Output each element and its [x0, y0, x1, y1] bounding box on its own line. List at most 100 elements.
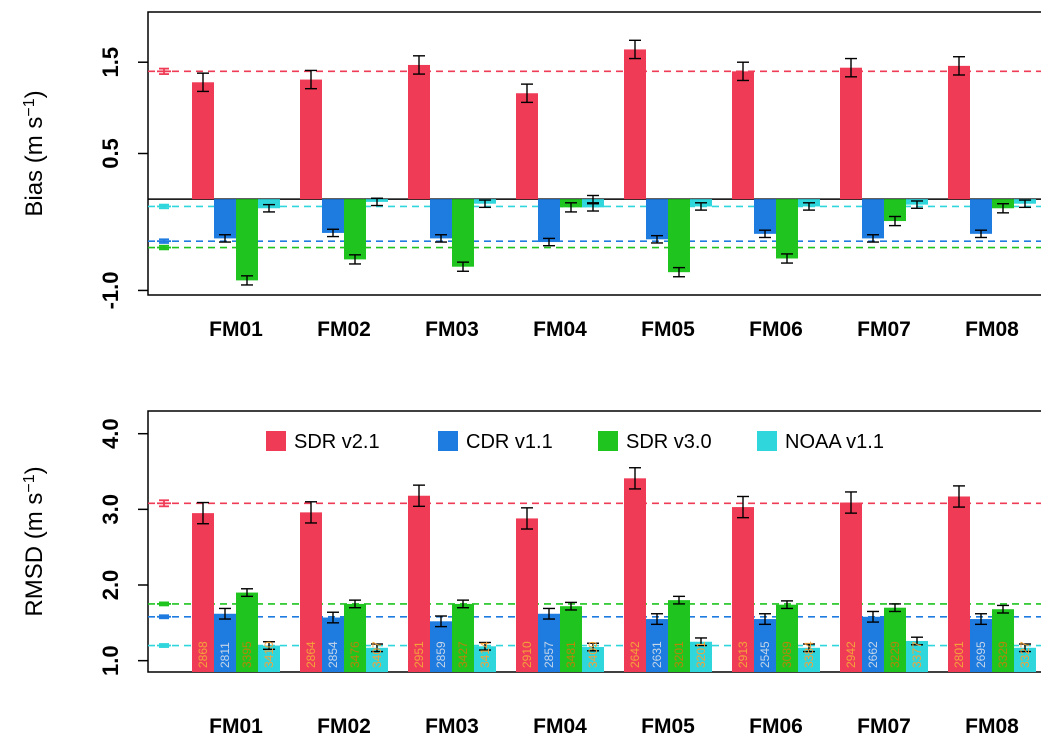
- bar-cdr-v1-1-fm07: [862, 199, 884, 239]
- bar-sdr-v2-1-fm08: [948, 496, 970, 672]
- bar-cdr-v1-1-fm01: [214, 199, 236, 239]
- count-label: 3427: [456, 641, 470, 668]
- bar-sdr-v2-1-fm07: [840, 67, 862, 200]
- category-label-fm06: FM06: [749, 318, 803, 341]
- bar-cdr-v1-1-fm05: [646, 199, 668, 240]
- bar-sdr-v2-1-fm08: [948, 65, 970, 200]
- bar-sdr-v3-0-fm06: [776, 199, 798, 259]
- category-label-fm02: FM02: [317, 715, 371, 738]
- bar-noaa-v1-1-fm01: [258, 199, 280, 209]
- category-label-fm03: FM03: [425, 318, 479, 341]
- count-label: 2545: [758, 641, 772, 668]
- count-label: 3201: [672, 641, 686, 668]
- count-label: 3476: [348, 641, 362, 668]
- legend-swatch-noaa-v1-1: [757, 431, 777, 451]
- bar-sdr-v3-0-fm01: [236, 592, 258, 672]
- count-label: 3409: [586, 641, 600, 668]
- category-label-fm01: FM01: [209, 715, 263, 738]
- y-tick-label: 3.0: [98, 494, 123, 525]
- bar-sdr-v2-1-fm04: [516, 518, 538, 672]
- count-label: 3407: [370, 641, 384, 668]
- bar-cdr-v1-1-fm03: [430, 199, 452, 239]
- count-label: 2857: [542, 641, 556, 668]
- legend-swatch-sdr-v3-0: [598, 431, 618, 451]
- bar-cdr-v1-1-fm05: [646, 619, 668, 672]
- legend-label-cdr-v1-1: CDR v1.1: [466, 431, 553, 453]
- y-axis-title: Bias (m s−1): [21, 90, 49, 216]
- bar-cdr-v1-1-fm04: [538, 613, 560, 672]
- count-label: 2951: [412, 641, 426, 668]
- count-label: 2859: [434, 641, 448, 668]
- bar-noaa-v1-1-fm02: [366, 647, 388, 672]
- count-label: 2695: [974, 641, 988, 668]
- category-label-fm07: FM07: [857, 318, 911, 341]
- bar-cdr-v1-1-fm03: [430, 621, 452, 672]
- bar-cdr-v1-1-fm06: [754, 199, 776, 234]
- count-label: 3229: [888, 641, 902, 668]
- bar-sdr-v3-0-fm07: [884, 607, 906, 672]
- category-label-fm08: FM08: [965, 318, 1019, 341]
- bar-noaa-v1-1-fm01: [258, 645, 280, 672]
- bar-sdr-v3-0-fm05: [668, 199, 690, 273]
- bias-panel: -1.0 0.5 1.5 Bias (m s−1) FM01 FM02 FM03 FM04 FM…: [21, 11, 1041, 341]
- category-label-fm08: FM08: [965, 715, 1019, 738]
- legend-label-noaa-v1-1: NOAA v1.1: [785, 431, 884, 453]
- bar-cdr-v1-1-fm06: [754, 619, 776, 672]
- count-label: 3414: [478, 641, 492, 668]
- count-label: 3384: [802, 641, 816, 668]
- bar-cdr-v1-1-fm08: [970, 619, 992, 672]
- bar-sdr-v2-1-fm02: [300, 79, 322, 200]
- y-tick-label: 0.5: [98, 138, 123, 169]
- count-label: 2864: [304, 641, 318, 668]
- bar-cdr-v1-1-fm01: [214, 613, 236, 672]
- bar-noaa-v1-1-fm03: [474, 646, 496, 672]
- bar-cdr-v1-1-fm04: [538, 199, 560, 243]
- bar-cdr-v1-1-fm02: [322, 199, 344, 233]
- count-label: 3327: [1018, 641, 1032, 668]
- bar-noaa-v1-1-fm08: [1014, 647, 1036, 672]
- bar-sdr-v2-1-fm02: [300, 512, 322, 672]
- bar-sdr-v2-1-fm05: [624, 478, 646, 672]
- count-label: 2868: [196, 641, 210, 668]
- category-label-fm04: FM04: [533, 715, 587, 738]
- category-label-fm06: FM06: [749, 715, 803, 738]
- bar-cdr-v1-1-fm07: [862, 616, 884, 672]
- bar-cdr-v1-1-fm02: [322, 617, 344, 672]
- count-label: 2631: [650, 641, 664, 668]
- count-label: 3201: [694, 641, 708, 668]
- bar-sdr-v3-0-fm07: [884, 199, 906, 222]
- bar-sdr-v3-0-fm01: [236, 199, 258, 281]
- bar-noaa-v1-1-fm07: [906, 640, 928, 672]
- category-label-fm02: FM02: [317, 318, 371, 341]
- category-label-fm07: FM07: [857, 715, 911, 738]
- count-label: 3377: [910, 641, 924, 668]
- legend-swatch-sdr-v2-1: [266, 431, 286, 451]
- y-tick-label: 1.5: [98, 47, 123, 78]
- y-tick-label: -1.0: [98, 271, 123, 309]
- bar-sdr-v3-0-fm03: [452, 199, 474, 267]
- count-label: 2910: [520, 641, 534, 668]
- bar-sdr-v2-1-fm05: [624, 49, 646, 200]
- bar-sdr-v2-1-fm03: [408, 495, 430, 672]
- count-label: 3329: [996, 641, 1010, 668]
- count-label: 3410: [262, 641, 276, 668]
- bar-sdr-v3-0-fm03: [452, 603, 474, 672]
- bar-sdr-v3-0-fm05: [668, 600, 690, 672]
- count-label: 2811: [218, 642, 232, 668]
- bar-sdr-v2-1-fm03: [408, 64, 430, 200]
- bar-noaa-v1-1-fm05: [690, 641, 712, 672]
- y-axis-title: RMSD (m s−1): [21, 466, 49, 616]
- count-label: 3395: [240, 641, 254, 668]
- category-label-fm04: FM04: [533, 318, 587, 341]
- count-label: 2642: [628, 641, 642, 668]
- bar-sdr-v2-1-fm06: [732, 71, 754, 200]
- bar-sdr-v3-0-fm06: [776, 604, 798, 672]
- bar-sdr-v2-1-fm01: [192, 513, 214, 672]
- bar-sdr-v3-0-fm02: [344, 603, 366, 672]
- rmsd-panel: 1.0 2.0 3.0 4.0 RMSD (m s−1) 2868 2811 3395 3410…: [21, 410, 1041, 738]
- legend-label-sdr-v2-1: SDR v2.1: [294, 431, 380, 453]
- bar-sdr-v2-1-fm06: [732, 507, 754, 672]
- bar-noaa-v1-1-fm06: [798, 647, 820, 672]
- y-tick-label: 1.0: [98, 645, 123, 676]
